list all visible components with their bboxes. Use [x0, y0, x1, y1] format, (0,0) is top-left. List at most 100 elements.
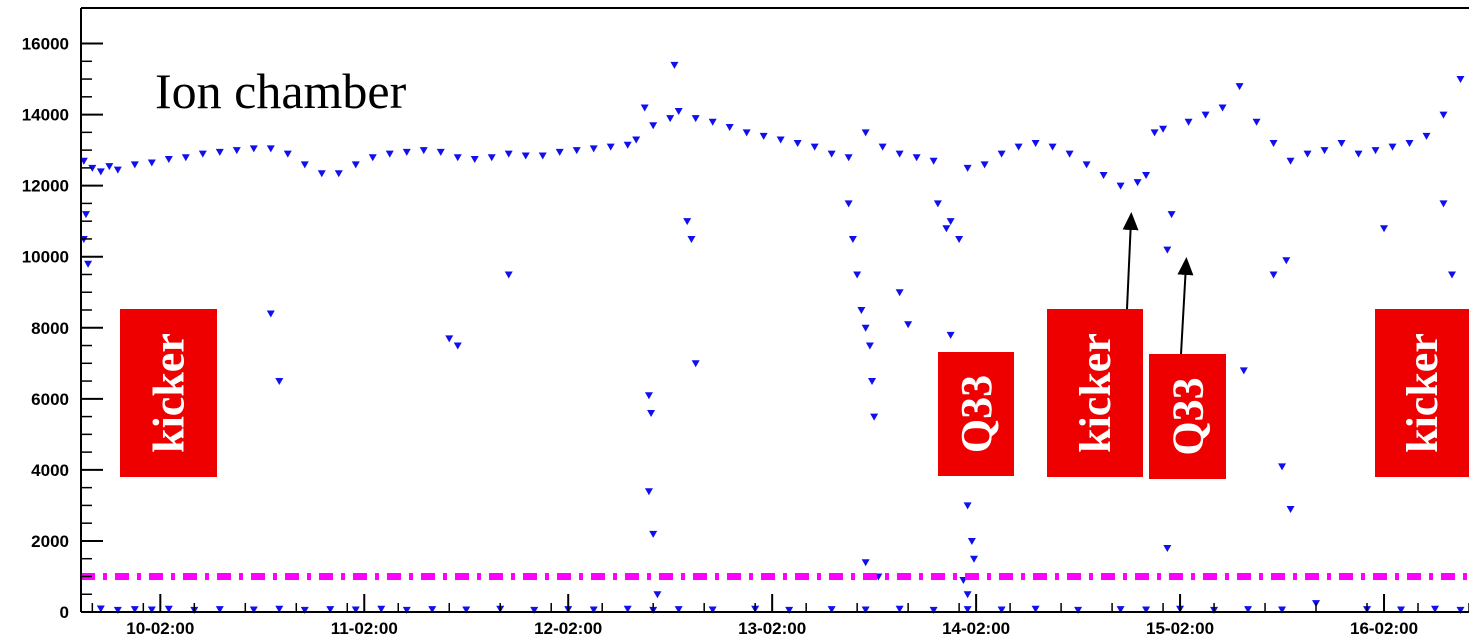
data-point [232, 147, 241, 155]
data-point [1405, 140, 1414, 148]
data-point [1252, 118, 1261, 126]
annotation-label: kicker [1071, 333, 1120, 453]
annotation-label: kicker [145, 333, 194, 453]
data-point [504, 150, 513, 158]
data-point [147, 159, 156, 167]
data-point [649, 122, 658, 130]
annotation-kicker: kicker [120, 309, 217, 477]
data-point [861, 129, 870, 137]
data-point [105, 163, 114, 171]
annotation-layer: kicker Q33 kicker Q33 kicker [120, 212, 1469, 479]
data-point [912, 154, 921, 162]
annotation-arrow [1177, 257, 1194, 355]
data-point [868, 378, 877, 386]
data-point [130, 161, 139, 169]
annotation-box [1375, 309, 1469, 477]
data-point [1397, 606, 1406, 614]
data-point [96, 605, 105, 613]
data-point [419, 147, 428, 155]
data-point [1244, 606, 1253, 614]
data-point [1439, 111, 1448, 119]
data-point [644, 488, 653, 496]
data-point [904, 321, 913, 329]
data-point [164, 156, 173, 163]
y-tick-label: 0 [60, 603, 69, 622]
data-point [827, 606, 836, 614]
data-point [606, 143, 615, 151]
data-point [249, 606, 258, 614]
data-point [683, 218, 692, 226]
data-point [1031, 605, 1040, 613]
data-point [640, 104, 649, 112]
data-point [1286, 157, 1295, 165]
y-tick-label: 12000 [22, 177, 69, 196]
y-tick-label: 4000 [31, 461, 69, 480]
data-point [1320, 147, 1329, 155]
data-point [1422, 132, 1431, 140]
data-point [980, 161, 989, 169]
data-point [1142, 171, 1151, 179]
data-point [827, 150, 836, 158]
data-point [674, 606, 683, 614]
data-point [844, 200, 853, 208]
x-tick-label: 10-02:00 [126, 619, 194, 636]
data-point [1099, 171, 1108, 179]
data-point [691, 360, 700, 368]
data-point [147, 606, 156, 614]
x-tick-label: 14-02:00 [942, 619, 1010, 636]
data-point [470, 156, 479, 163]
data-point [708, 606, 717, 614]
data-point [1218, 104, 1227, 112]
data-point [521, 152, 530, 160]
data-point [997, 150, 1006, 158]
data-point [589, 606, 598, 614]
tick-marks: 0 2000 4000 6000 8000 10000 12000 14000 16000 10-… [22, 35, 1469, 636]
annotation-arrow [1122, 212, 1139, 310]
data-point [385, 150, 394, 158]
data-point [1456, 76, 1465, 84]
annotation-kicker: kicker [1375, 309, 1469, 477]
data-point [1431, 605, 1440, 613]
data-point [1065, 150, 1074, 158]
data-point [623, 605, 632, 613]
data-point [1014, 143, 1023, 151]
y-tick-label: 8000 [31, 319, 69, 338]
annotation-box [1149, 354, 1226, 479]
data-point [130, 606, 139, 614]
data-point [300, 161, 309, 169]
chart-title: Ion chamber [155, 63, 407, 119]
data-point [861, 606, 870, 614]
data-point [649, 530, 658, 538]
data-point [351, 161, 360, 169]
data-point [793, 140, 802, 148]
data-point [181, 154, 190, 162]
data-point [326, 606, 335, 614]
data-point [878, 143, 887, 151]
data-point [1150, 129, 1159, 137]
data-point [249, 145, 258, 153]
data-point [933, 200, 942, 208]
data-point [84, 260, 93, 268]
data-point [215, 606, 224, 614]
data-point [572, 147, 581, 155]
data-point [1354, 150, 1363, 158]
annotation-kicker: kicker [1047, 212, 1143, 477]
data-point [1235, 83, 1244, 91]
data-point [725, 124, 734, 132]
data-point [967, 537, 976, 545]
data-point [1048, 143, 1057, 151]
data-point [96, 168, 105, 176]
data-point [929, 606, 938, 614]
data-point [1116, 182, 1125, 190]
data-point [674, 108, 683, 116]
data-point [759, 132, 768, 140]
annotation-box [938, 352, 1014, 476]
data-point [1448, 271, 1457, 279]
x-tick-label: 15-02:00 [1146, 619, 1214, 636]
data-point [445, 335, 454, 343]
data-point [870, 413, 879, 421]
data-point [895, 289, 904, 297]
data-point [861, 324, 870, 332]
x-tick-label: 12-02:00 [534, 619, 602, 636]
